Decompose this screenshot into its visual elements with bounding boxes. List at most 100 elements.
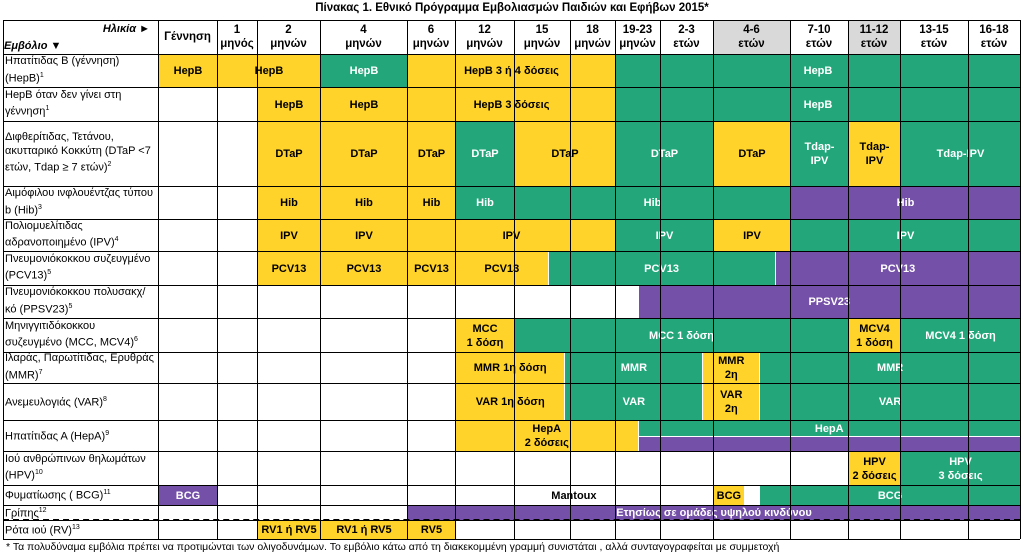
schedule-bar: MCC 1 δόση	[456, 319, 514, 352]
grid-line	[3, 20, 4, 539]
schedule-bar-text: IPV	[655, 229, 674, 242]
row-label-text: HepB όταν δεν γίνει στη γέννηση1	[5, 88, 122, 118]
schedule-bar-text: HepA	[814, 422, 844, 435]
footnote-ref: 11	[103, 489, 111, 497]
grid-line	[3, 54, 1020, 55]
column-header-unit: ετών	[738, 38, 765, 50]
grid-line	[3, 121, 1020, 122]
row-label-text: Φυματίωσης ( BCG)11	[5, 489, 111, 503]
footnote-ref: 4	[114, 236, 119, 244]
grid-line	[3, 219, 1020, 220]
column-header: 19-23 μηνών	[615, 20, 660, 54]
grid-line	[968, 20, 969, 539]
schedule-bar: PCV13	[321, 252, 407, 285]
grid-line	[3, 186, 1020, 187]
schedule-bar: MCV4 1 δόση	[901, 319, 1020, 352]
schedule-bar-text: HepB	[349, 65, 379, 77]
schedule-bar: HepA 2 δόσεις	[456, 421, 638, 451]
row-label: Ρότα ιού (RV)13	[5, 520, 155, 539]
schedule-bar-text: HepB	[349, 98, 379, 111]
column-header-unit: ετών	[920, 38, 948, 50]
column-header-unit: ετών	[860, 38, 888, 50]
footnote-ref: 1	[39, 71, 44, 79]
row-label: Διφθερίτιδας, Τετάνου, ακυτταρικό Κοκκύτ…	[5, 121, 155, 186]
column-header-unit: μηνών	[412, 38, 450, 50]
column-header: 15 μηνών	[514, 20, 570, 54]
schedule-bar: VAR 2η	[703, 384, 760, 420]
column-header: 2 μηνών	[257, 20, 320, 54]
column-header-age: 2	[285, 24, 292, 36]
schedule-bar: Tdap-IPV	[901, 122, 1020, 186]
row-label-text: Αιμόφιλου ινφλουέντζας τύπου b (Hib)3	[5, 187, 154, 217]
grid-line	[615, 20, 616, 539]
column-header: 2-3 ετών	[660, 20, 713, 54]
schedule-bar-text: HepB	[173, 65, 203, 77]
row-label: Πνευμονιόκοκκου πολυσακχ/κό (PPSV23)5	[5, 285, 155, 318]
schedule-bar-text: PCV13	[346, 262, 382, 275]
row-label-text: Μηνιγγιτιδόκοκκου συζευγμένο (MCC, MCV4)…	[5, 319, 138, 349]
column-header-unit: μηνών	[574, 38, 611, 50]
column-header-unit: μηνός	[220, 38, 254, 50]
footnote-ref: 1	[45, 105, 50, 113]
footnote-ref: 13	[71, 523, 80, 531]
schedule-bar-text: BCG	[175, 489, 201, 502]
schedule-bar: MCC 1 δόση	[515, 319, 848, 352]
schedule-bar-text: DTaP	[350, 148, 378, 160]
schedule-bar: RV5	[408, 521, 455, 539]
schedule-bar: Tdap-IPV	[791, 122, 848, 186]
schedule-bar-text: MCC	[472, 322, 498, 335]
row-label-text: Γρίπης12	[5, 506, 47, 520]
schedule-bar: HepB	[218, 55, 320, 87]
vaccine-axis-label: Εμβόλιο ▼	[4, 40, 62, 52]
grid-line	[257, 20, 258, 539]
schedule-bar-text: 2 δόσεις	[852, 469, 897, 482]
schedule-bar-text: 2η	[724, 369, 738, 381]
grid-line	[1020, 20, 1021, 539]
schedule-bar: BCG	[159, 486, 217, 505]
schedule-bar: MCV4 1 δόση	[849, 319, 900, 352]
schedule-bar: PCV13	[456, 252, 548, 285]
row-label: Φυματίωσης ( BCG)11	[5, 485, 155, 505]
grid-line	[514, 20, 515, 539]
schedule-bar-text: VAR	[622, 396, 646, 408]
row-label: Μηνιγγιτιδόκοκκου συζευγμένο (MCC, MCV4)…	[5, 318, 155, 352]
schedule-bar-text: Hib	[476, 197, 494, 209]
column-header-unit: μηνών	[466, 38, 503, 50]
column-header-age: 18	[586, 24, 599, 36]
schedule-bar-text: 1 δόση	[856, 336, 893, 349]
grid-line	[407, 20, 408, 539]
row-label-text: Πολιομυελίτιδας αδρανοποιημένο (IPV)4	[5, 219, 119, 249]
column-header-unit: μηνών	[523, 38, 561, 50]
column-header-unit: ετών	[805, 38, 833, 50]
row-label-text: Διφθερίτιδας, Τετάνου, ακυτταρικό Κοκκύτ…	[5, 131, 151, 175]
schedule-bar-text: IPV	[896, 229, 915, 242]
column-header-age: 19-23	[622, 24, 653, 36]
column-header-age: 15	[535, 24, 549, 36]
schedule-bar-text: MCV4 1 δόση	[925, 329, 996, 342]
column-header: 1 μηνός	[217, 20, 257, 54]
schedule-bar: Mantoux	[456, 486, 692, 505]
column-header-age: 7-10	[807, 24, 831, 36]
recommended-divider-line	[3, 519, 1020, 521]
schedule-bar: PCV13	[408, 252, 455, 285]
footnote-ref: 12	[38, 506, 47, 514]
schedule-bar-text: RV1 ή RV5	[336, 524, 392, 536]
grid-line	[3, 383, 1020, 384]
schedule-bar: IPV	[616, 220, 713, 251]
schedule-bar: DTaP	[616, 122, 713, 186]
schedule-bar: Hib	[321, 187, 407, 219]
column-header-age: 4	[360, 24, 367, 36]
schedule-bar-text: RV5	[420, 524, 443, 536]
row-label-text: Ηπατίτιδας Β (γέννηση) (ΗepB)1	[5, 55, 120, 85]
schedule-bar-text: BCG	[877, 489, 903, 502]
schedule-bar-text: DTaP	[417, 148, 446, 160]
schedule-bar: RV1 ή RV5	[321, 521, 407, 539]
grid-line	[158, 20, 159, 539]
schedule-bar: Hib	[515, 187, 790, 219]
footnote-ref: 9	[105, 429, 110, 437]
schedule-bar: Hib	[456, 187, 514, 219]
row-label: HepB όταν δεν γίνει στη γέννηση1	[5, 87, 155, 121]
schedule-bar-text: HepB	[274, 98, 304, 111]
row-label: Αιμόφιλου ινφλουέντζας τύπου b (Hib)3	[5, 186, 155, 219]
schedule-bar-text: Hib	[896, 197, 915, 209]
